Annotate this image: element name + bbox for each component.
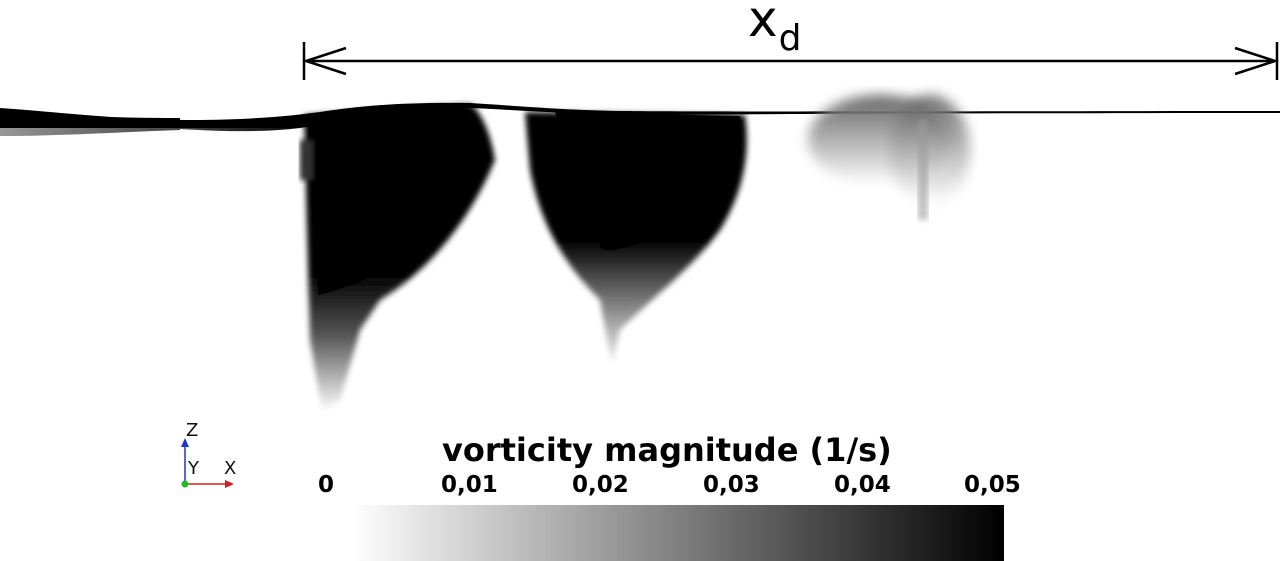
axis-x-label: X <box>224 458 237 479</box>
colorbar-tick: 0,04 <box>834 472 891 498</box>
axes-triad <box>181 438 234 488</box>
free-surface-left-fade <box>0 128 320 148</box>
dimension-label: xd <box>748 0 801 57</box>
colorbar-tick: 0 <box>318 472 335 498</box>
colorbar-tick: 0,05 <box>964 472 1021 498</box>
vortex-2 <box>525 112 747 368</box>
axis-z-label: Z <box>186 420 199 441</box>
vortex-3 <box>808 95 970 220</box>
dimension-arrow <box>301 42 1280 80</box>
axis-y-label: Y <box>188 458 199 479</box>
colorbar-tick: 0,02 <box>572 472 629 498</box>
vortex-1 <box>300 104 495 412</box>
colorbar-tick: 0,01 <box>441 472 498 498</box>
dimension-symbol: x <box>748 0 778 48</box>
colorbar-gradient <box>351 505 1004 561</box>
colorbar-title: vorticity magnitude (1/s) <box>442 431 892 469</box>
dimension-subscript: d <box>778 18 802 59</box>
colorbar-tick: 0,03 <box>703 472 760 498</box>
